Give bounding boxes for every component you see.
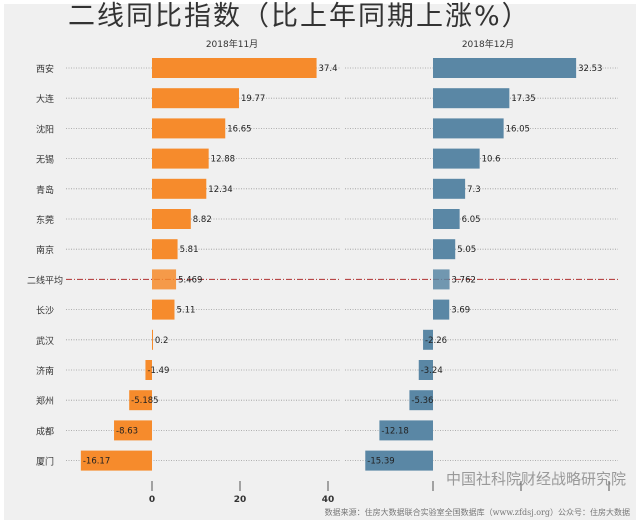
data-label: 19.77 [241,94,265,104]
data-label: 3.69 [451,306,470,316]
data-label: -3.24 [421,366,443,376]
bar [433,209,460,229]
category-label: 大连 [36,93,54,105]
data-label: 12.34 [208,185,232,195]
category-label: 东莞 [36,214,54,226]
data-label: -5.185 [131,396,158,406]
panel-title: 2018年11月 [206,38,258,50]
category-label: 二线平均 [27,274,63,286]
data-label: 5.11 [176,306,195,316]
x-tick-label: 0 [149,495,155,505]
data-label: -1.49 [147,366,169,376]
bar [423,329,433,350]
category-label: 南京 [36,244,54,256]
chart-title: 二线同比指数（比上年同期上涨%） [68,1,531,32]
data-label: 5.469 [178,275,202,285]
bar [365,450,433,471]
category-label: 武汉 [36,335,54,347]
bar [409,390,433,411]
bar [152,88,239,109]
category-label: 青岛 [36,184,54,196]
data-label: -12.18 [381,426,408,436]
bar [152,269,177,290]
data-label: 5.05 [457,245,476,255]
bar [379,420,433,441]
data-label: 7.3 [467,185,481,195]
bar [152,239,178,260]
category-label: 无锡 [36,155,54,166]
data-label: 37.4 [319,64,338,74]
data-label: 16.65 [227,124,251,134]
data-label: -2.26 [425,336,447,346]
data-label: -8.63 [116,426,138,436]
data-label: 6.05 [462,215,481,225]
data-label: 8.82 [193,215,212,225]
data-label: 10.6 [482,155,501,165]
bar [433,269,450,290]
bar [152,178,207,199]
bar [152,299,175,320]
bar [145,360,152,380]
bar [433,88,510,109]
bar [433,239,456,260]
data-label: 16.05 [506,124,530,134]
data-label: 12.88 [211,155,235,165]
chart-panel [4,4,636,520]
x-tick-label: 20 [234,495,247,505]
x-tick-label: 40 [322,495,335,505]
bar [152,148,209,169]
bar [80,450,152,471]
bar [433,118,504,139]
category-label: 郑州 [36,395,54,407]
bar [152,58,317,78]
category-label: 成都 [36,425,54,437]
data-label: 0.2 [155,336,169,346]
bar [152,329,153,350]
watermark: 中国社科院财经战略研究院 [446,470,627,488]
source-note: 数据来源：住房大数据联合实验室全国数据库（www.zfdsj.org）公众号：住… [324,508,630,517]
data-label: -16.17 [83,457,110,467]
data-label: 17.35 [511,94,535,104]
bar [433,178,466,199]
category-label: 西安 [36,63,54,75]
category-label: 济南 [36,365,54,377]
bar [433,148,480,169]
bar [433,299,450,320]
data-label: -15.39 [367,457,394,467]
bar [433,58,577,78]
data-label: 5.81 [180,245,199,255]
bar [418,360,433,380]
category-label: 厦门 [36,456,54,468]
data-label: 3.762 [452,275,476,285]
panel-title: 2018年12月 [462,38,514,50]
category-label: 沈阳 [36,123,54,135]
data-label: -5.36 [411,396,433,406]
bar [152,118,226,139]
data-label: 32.53 [578,64,602,74]
category-label: 长沙 [36,305,54,317]
bar [114,420,152,441]
bar [129,390,152,411]
bar [152,209,191,229]
